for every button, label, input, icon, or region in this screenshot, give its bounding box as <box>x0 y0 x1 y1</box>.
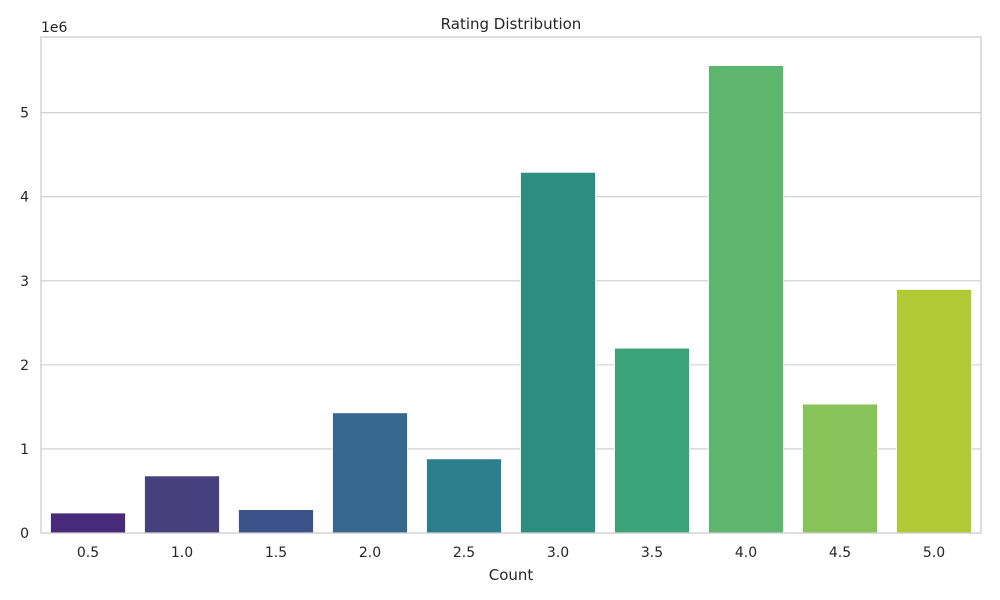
y-tick-label: 2 <box>20 358 29 374</box>
x-tick-labels: 0.5 1.0 1.5 2.0 2.5 3.0 3.5 4.0 4.5 5.0 <box>77 545 945 561</box>
bars <box>49 64 973 534</box>
x-tick-label: 1.5 <box>265 545 287 561</box>
bar-5-0 <box>895 288 973 534</box>
bar-3-0 <box>519 171 597 534</box>
bar-2-5 <box>425 458 503 534</box>
y-tick-label: 3 <box>20 274 29 290</box>
x-tick-label: 4.0 <box>735 545 757 561</box>
x-tick-label: 3.0 <box>547 545 569 561</box>
bar-1-5 <box>237 509 315 534</box>
plot-frame <box>40 36 982 534</box>
x-tick-label: 3.5 <box>641 545 663 561</box>
x-tick-label: 5.0 <box>923 545 945 561</box>
x-tick-label: 2.5 <box>453 545 475 561</box>
y-offset-label: 1e6 <box>41 20 68 36</box>
y-tick-label: 1 <box>20 442 29 458</box>
x-tick-label: 2.0 <box>359 545 381 561</box>
chart-title: Rating Distribution <box>441 15 582 33</box>
x-tick-label: 4.5 <box>829 545 851 561</box>
bar-0-5 <box>49 512 127 534</box>
y-tick-labels: 0 1 2 3 4 5 <box>20 106 29 542</box>
y-tick-label: 4 <box>20 190 29 206</box>
x-tick-label: 0.5 <box>77 545 99 561</box>
bar-1-0 <box>143 475 221 534</box>
bar-4-5 <box>801 403 879 534</box>
x-axis-label: Count <box>489 566 534 584</box>
bar-3-5 <box>613 347 691 534</box>
y-tick-label: 0 <box>20 526 29 542</box>
bar-4-0 <box>707 64 785 534</box>
x-tick-label: 1.0 <box>171 545 193 561</box>
bar-2-0 <box>331 412 409 534</box>
y-tick-label: 5 <box>20 106 29 122</box>
